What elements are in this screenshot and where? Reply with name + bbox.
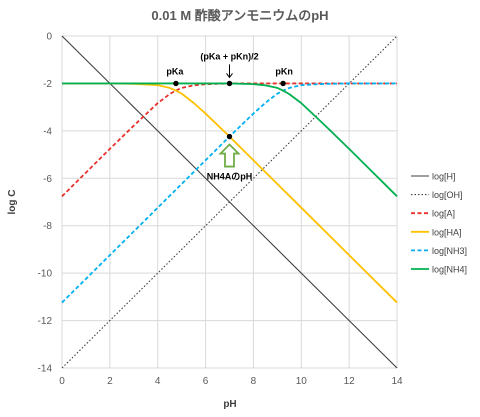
- legend-label: log[NH4]: [432, 265, 467, 275]
- chart-title: 0.01 M 酢酸アンモニウムのpH: [151, 8, 328, 23]
- down-arrow-head-icon: [226, 73, 233, 79]
- marker-point: [226, 80, 233, 87]
- series-layer: [61, 35, 398, 369]
- grid: [61, 35, 398, 369]
- y-tick-label: -8: [43, 221, 52, 232]
- x-tick-label: 12: [344, 376, 356, 387]
- marker-point: [173, 80, 179, 87]
- legend-label: log[HA]: [432, 227, 462, 237]
- annotation-nh4a-ph: NH4AのpH: [207, 172, 253, 182]
- x-tick-label: 0: [59, 376, 65, 387]
- x-tick-label: 14: [391, 376, 403, 387]
- legend-label: log[H]: [432, 172, 456, 182]
- series-line-loga: [61, 82, 397, 197]
- annotations: pKa (pKa + pKn)/2 pKn NH4AのpH: [166, 51, 292, 181]
- x-tick-label: 6: [203, 376, 209, 387]
- series-line-logoh: [61, 35, 398, 369]
- y-tick-label: 0: [46, 32, 52, 43]
- marker-point: [280, 80, 286, 87]
- annotation-pka: pKa: [166, 66, 184, 76]
- legend: log[H] log[OH] log[A] log[HA] log[NH3] log[NH…: [411, 172, 467, 275]
- up-arrow-icon: [218, 143, 241, 168]
- y-tick-label: -6: [43, 174, 52, 185]
- series-line-lognh3: [61, 82, 397, 304]
- y-tick-label: -4: [43, 126, 52, 137]
- series-line-logha: [62, 82, 398, 304]
- x-axis-title: pH: [223, 399, 236, 410]
- annotation-midpoint: (pKa + pKn)/2: [200, 51, 258, 61]
- legend-label: log[NH3]: [432, 246, 467, 256]
- annotation-pkn: pKn: [275, 66, 293, 76]
- y-axis-title: log C: [7, 190, 18, 215]
- y-tick-label: -10: [38, 269, 53, 280]
- y-tick-label: -12: [38, 316, 53, 327]
- y-tick-label: -14: [38, 364, 53, 375]
- x-tick-label: 8: [251, 376, 257, 387]
- x-tick-label: 2: [107, 376, 113, 387]
- x-tick-label: 4: [155, 376, 161, 387]
- tick-labels: 0 2 4 6 8 10 12 14 0 -2 -4 -6 -8 -10 -12 -14: [38, 32, 403, 388]
- legend-label: log[OH]: [432, 190, 463, 200]
- y-tick-label: -2: [43, 79, 52, 90]
- x-tick-label: 10: [296, 376, 308, 387]
- legend-label: log[A]: [432, 209, 455, 219]
- marker-point: [226, 133, 233, 140]
